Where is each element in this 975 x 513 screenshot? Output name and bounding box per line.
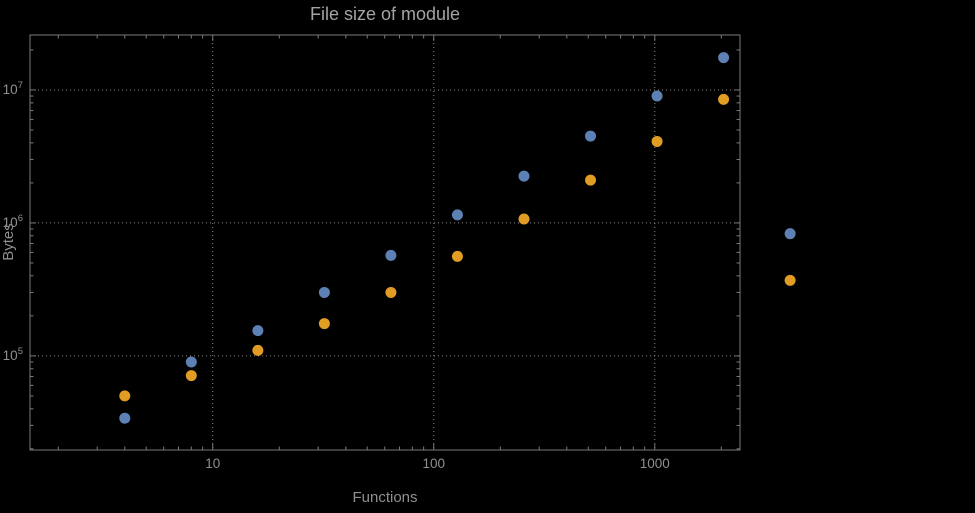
chart-title: File size of module — [309, 4, 461, 24]
data-point-series-1-blue — [518, 170, 530, 182]
data-point-series-1-blue — [318, 286, 330, 298]
data-point-series-2-orange — [784, 274, 796, 286]
y-tick-label: 107 — [3, 80, 23, 97]
data-point-series-2-orange — [385, 286, 397, 298]
data-point-series-2-orange — [119, 390, 131, 402]
data-point-series-2-orange — [451, 250, 463, 262]
data-point-series-2-orange — [185, 370, 197, 382]
data-point-series-2-orange — [718, 93, 730, 105]
data-point-series-1-blue — [451, 209, 463, 221]
data-point-series-1-blue — [651, 90, 663, 102]
data-point-series-2-orange — [651, 135, 663, 147]
plot-frame — [29, 34, 741, 451]
data-point-series-2-orange — [585, 174, 597, 186]
data-point-series-1-blue — [252, 325, 264, 337]
x-axis-label: Functions — [352, 489, 418, 506]
x-tick-label: 1000 — [640, 456, 670, 471]
data-point-series-1-blue — [385, 249, 397, 261]
data-point-series-2-orange — [252, 344, 264, 356]
data-point-series-2-orange — [518, 213, 530, 225]
x-tick-label: 10 — [205, 456, 220, 471]
data-point-series-1-blue — [784, 228, 796, 240]
data-point-series-1-blue — [119, 412, 131, 424]
data-point-series-1-blue — [185, 356, 197, 368]
data-point-series-2-orange — [318, 318, 330, 330]
y-tick-label: 105 — [3, 346, 23, 363]
data-point-series-1-blue — [718, 52, 730, 64]
data-point-series-1-blue — [585, 130, 597, 142]
y-axis-label: Bytes — [0, 223, 17, 261]
x-tick-label: 100 — [422, 456, 445, 471]
y-tick-label: 106 — [3, 213, 23, 230]
